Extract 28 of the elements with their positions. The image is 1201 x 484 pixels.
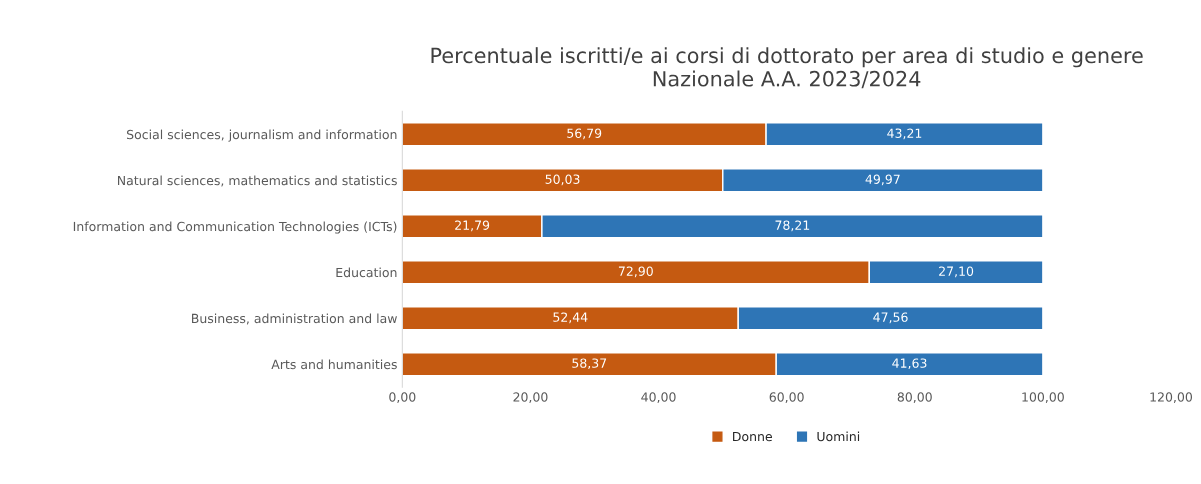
y-tick-label: Education [336, 267, 397, 278]
data-label: 43,21 [887, 128, 922, 140]
chart-title: Percentuale iscritti/e ai corsi di dottorato per area di studio e genere Nazionale A.A. 2023/2024 [431, 47, 1143, 89]
data-label: 78,21 [775, 220, 810, 232]
data-label: 21,79 [455, 220, 490, 232]
y-tick-label: Business, administration and law [192, 313, 397, 325]
data-label: 50,03 [545, 174, 580, 186]
x-tick-label: 40,00 [641, 392, 676, 404]
legend-label: Uomini [817, 431, 860, 442]
data-label: 56,79 [567, 128, 602, 140]
data-label: 72,90 [618, 266, 653, 278]
data-label: 49,97 [865, 174, 900, 186]
data-label: 47,56 [873, 312, 908, 324]
data-label: 27,10 [939, 266, 974, 278]
x-tick-label: 0,00 [389, 392, 416, 404]
data-label: 52,44 [553, 312, 588, 324]
x-tick-label: 100,00 [1022, 392, 1064, 404]
legend-label: Donne [733, 431, 772, 442]
x-tick-label: 20,00 [513, 392, 548, 404]
y-tick-label: Arts and humanities [271, 359, 397, 370]
data-label: 58,37 [572, 358, 607, 370]
y-tick-label: Social sciences, journalism and information [126, 129, 397, 142]
x-tick-label: 60,00 [769, 392, 804, 404]
y-tick-label: Information and Communication Technologies (ICTs) [73, 221, 397, 234]
data-label: 41,63 [892, 358, 927, 370]
x-tick-label: 120,00 [1150, 392, 1193, 404]
x-tick-label: 80,00 [897, 392, 932, 404]
y-tick-label: Natural sciences, mathematics and statistics [118, 175, 397, 187]
